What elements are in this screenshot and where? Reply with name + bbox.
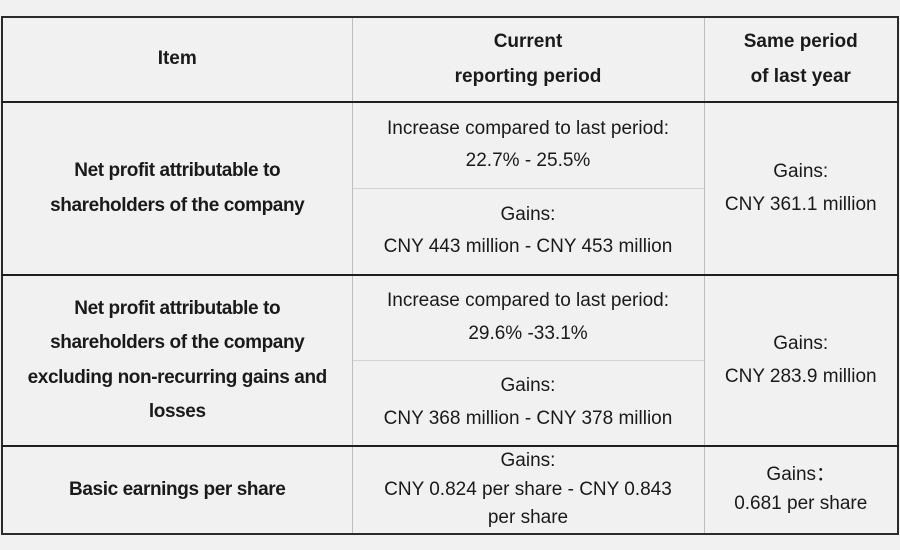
row1-gains-cell: Gains: CNY 443 million - CNY 453 million (351, 187, 704, 275)
text-line: shareholders of the company (50, 332, 305, 354)
text-line: shareholders of the company (50, 194, 305, 216)
header-lastyear-line1: Same period (743, 31, 858, 53)
row2-item-cell: Net profit attributable to shareholders … (2, 274, 352, 446)
header-cell-last-year: Same period of last year (703, 17, 898, 103)
gains-label: Gains: (500, 450, 556, 471)
gains-value: CNY 368 million - CNY 378 million (383, 407, 673, 429)
text-line: excluding non-recurring gains and (27, 366, 328, 388)
increase-value: 29.6% -33.1% (468, 322, 588, 344)
gains-value: CNY 0.824 per share - CNY 0.843 (384, 478, 672, 500)
financial-guidance-table: Item Current reporting period Same perio… (1, 16, 899, 535)
text-line: losses (148, 400, 206, 422)
text-line: Basic earnings per share (69, 478, 286, 500)
increase-value: 22.7% - 25.5% (465, 150, 591, 172)
row3-gains-cell: Gains: CNY 0.824 per share - CNY 0.843 p… (351, 445, 704, 534)
increase-label: Increase compared to last period: (387, 290, 669, 312)
row3-lastyear-cell: Gains： 0.681 per share (703, 445, 898, 534)
header-lastyear-line2: of last year (750, 65, 851, 87)
gains-value: per share (487, 507, 569, 528)
text-line: Net profit attributable to (74, 160, 281, 182)
row1-increase-cell: Increase compared to last period: 22.7% … (351, 101, 704, 188)
gains-value: CNY 443 million - CNY 453 million (383, 236, 673, 258)
row2-gains-subrow: Gains: CNY 368 million - CNY 378 million (2, 359, 898, 446)
row3-item-cell: Basic earnings per share (2, 445, 352, 534)
gains-label: Gains: (500, 203, 556, 225)
row1-increase-subrow: Net profit attributable to shareholders … (2, 101, 898, 275)
gains-value: CNY 283.9 million (724, 365, 877, 387)
row3: Basic earnings per share Gains: CNY 0.82… (2, 445, 898, 534)
text-line: Net profit attributable to (74, 298, 281, 320)
row2-increase-subrow: Net profit attributable to shareholders … (2, 274, 898, 446)
header-cell-item: Item (2, 17, 352, 103)
gains-label: Gains: (773, 161, 829, 183)
gains-label: Gains: (773, 333, 829, 355)
gains-value: 0.681 per share (734, 492, 868, 514)
table-container: Item Current reporting period Same perio… (1, 16, 899, 535)
header-row: Item Current reporting period Same perio… (2, 17, 898, 103)
header-current-line2: reporting period (454, 65, 602, 87)
row2-lastyear-cell: Gains: CNY 283.9 million (703, 274, 898, 446)
increase-label: Increase compared to last period: (387, 117, 669, 139)
row1-item-cell: Net profit attributable to shareholders … (2, 101, 352, 275)
row1-gains-subrow: Gains: CNY 443 million - CNY 453 million (2, 187, 898, 275)
gains-label: Gains: (500, 375, 556, 397)
header-cell-current-period: Current reporting period (351, 17, 704, 103)
gains-value: CNY 361.1 million (724, 193, 877, 215)
header-current-line1: Current (493, 31, 563, 53)
header-item-label: Item (157, 48, 197, 70)
gains-label: Gains： (766, 464, 836, 486)
row2-increase-cell: Increase compared to last period: 29.6% … (351, 274, 704, 360)
row1-lastyear-cell: Gains: CNY 361.1 million (703, 101, 898, 275)
row2-gains-cell: Gains: CNY 368 million - CNY 378 million (351, 359, 704, 446)
